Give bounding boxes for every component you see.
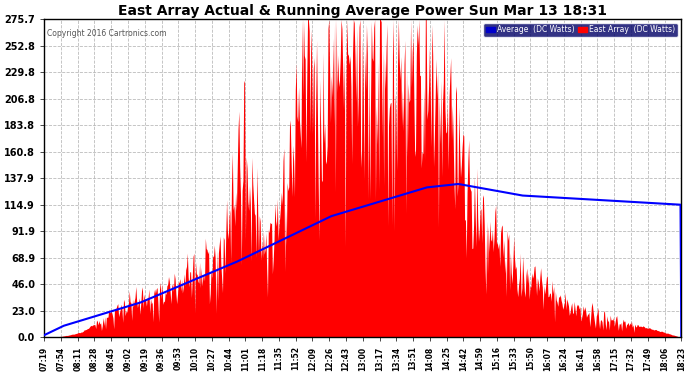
Title: East Array Actual & Running Average Power Sun Mar 13 18:31: East Array Actual & Running Average Powe…: [118, 4, 607, 18]
Text: Copyright 2016 Cartronics.com: Copyright 2016 Cartronics.com: [48, 29, 167, 38]
Legend: Average  (DC Watts), East Array  (DC Watts): Average (DC Watts), East Array (DC Watts…: [483, 23, 678, 37]
